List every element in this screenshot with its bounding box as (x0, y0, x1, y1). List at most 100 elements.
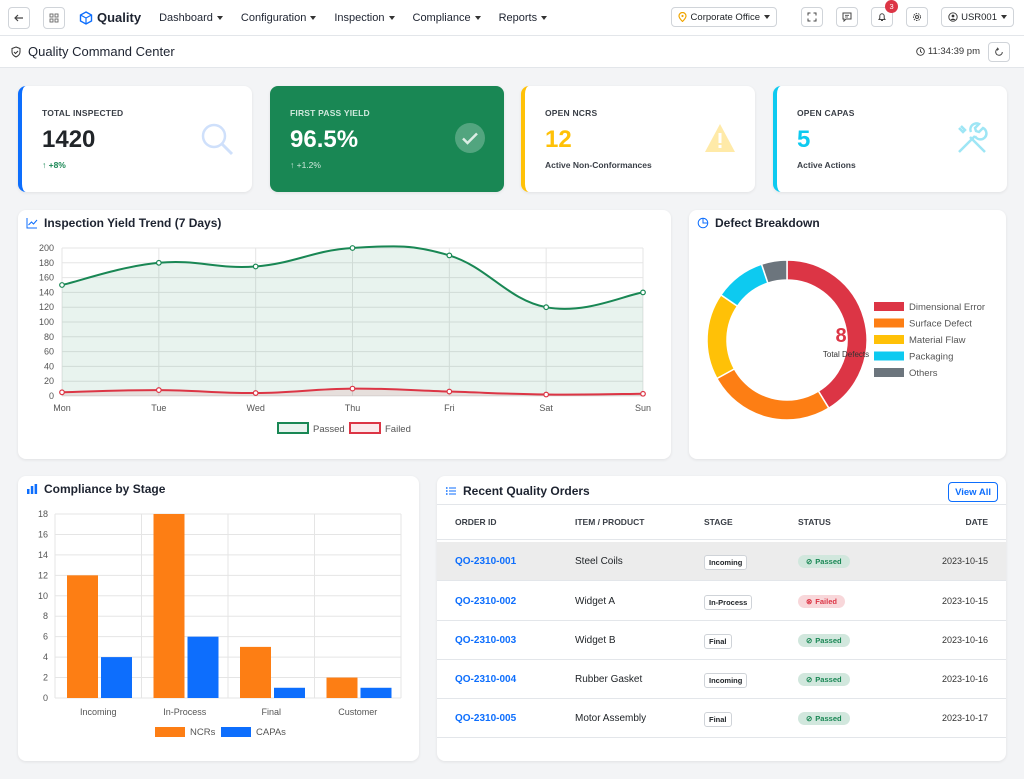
table-row[interactable]: QO-2310-001 Steel Coils Incoming ⊘ Passed… (437, 542, 1006, 581)
gear-icon (913, 13, 922, 21)
caret-down-icon (216, 15, 223, 20)
bar (274, 687, 305, 698)
right-tools: Corporate Office 3 USR001 (670, 0, 1014, 27)
column-header[interactable]: ITEM / PRODUCT (575, 517, 645, 527)
total-defects-label: Total Defects (823, 350, 869, 359)
bar-chart-icon (27, 484, 38, 494)
status-text: Passed (815, 675, 842, 684)
user-label: USR001 (961, 11, 997, 23)
nav-label: Compliance (412, 11, 471, 24)
view-all-button[interactable]: View All (948, 482, 998, 502)
y-tick-label: 180 (39, 258, 54, 268)
y-tick-label: 100 (39, 317, 54, 327)
donut-slice (719, 263, 769, 308)
total-defects-value: 8 (835, 325, 846, 347)
order-id-link[interactable]: QO-2310-005 (455, 713, 517, 724)
check-circle-icon: ⊘ (806, 557, 813, 566)
data-point (252, 390, 259, 396)
chat-icon (842, 12, 852, 22)
nav-inspection[interactable]: Inspection (334, 12, 395, 24)
settings-button[interactable] (906, 7, 929, 27)
nav-configuration[interactable]: Configuration (241, 12, 317, 24)
order-id-link[interactable]: QO-2310-003 (455, 635, 517, 646)
y-tick-label: 60 (44, 347, 54, 357)
column-header[interactable]: DATE (965, 517, 988, 527)
clock-time: 11:34:39 pm (927, 46, 980, 57)
y-tick-label: 0 (49, 391, 54, 401)
brand-name: Quality (97, 10, 142, 25)
table-row[interactable]: QO-2310-004 Rubber Gasket Incoming ⊘ Pass… (437, 660, 1006, 699)
fullscreen-button[interactable] (801, 7, 824, 27)
kpi-label: TOTAL INSPECTED (42, 108, 124, 118)
order-date: 2023-10-16 (941, 635, 988, 645)
column-header[interactable]: STAGE (704, 517, 733, 527)
messages-button[interactable] (836, 7, 859, 27)
table-row[interactable]: QO-2310-003 Widget B Final ⊘ Passed 2023-… (437, 621, 1006, 660)
stage-badge: In-Process (704, 595, 753, 610)
nav-reports[interactable]: Reports (499, 12, 548, 24)
y-tick-label: 20 (44, 376, 54, 386)
caret-down-icon (1001, 15, 1007, 19)
data-point (543, 304, 550, 311)
kpi-caption: Active Actions (797, 160, 856, 170)
x-tick-label: Mon (53, 403, 71, 413)
donut-slice (715, 367, 830, 421)
nav-label: Reports (498, 11, 538, 24)
page-title: Quality Command Center (28, 44, 175, 59)
orders-title: Recent Quality Orders (445, 484, 590, 498)
x-tick-label: Sun (635, 403, 651, 413)
clock: 11:34:39 pm (916, 46, 980, 57)
nav-compliance[interactable]: Compliance (413, 12, 481, 24)
card-title-text: Recent Quality Orders (463, 484, 590, 498)
status-badge: ⊘ Passed (798, 712, 850, 725)
legend-label: Dimensional Error (909, 302, 985, 313)
legend-swatch (155, 727, 185, 737)
legend-swatch (874, 318, 904, 328)
table-row[interactable]: QO-2310-005 Motor Assembly Final ⊘ Passed… (437, 699, 1006, 738)
legend-label: Packaging (909, 352, 953, 363)
y-tick-label: 160 (39, 273, 54, 283)
legend-label: Others (909, 368, 938, 379)
kpi-trend: ↑ +1.2% (290, 160, 321, 170)
data-point (155, 259, 162, 266)
column-header[interactable]: ORDER ID (455, 517, 497, 527)
caret-down-icon (764, 15, 771, 19)
kpi-open-capas: OPEN CAPAS 5 Active Actions (773, 86, 1007, 192)
order-id-link[interactable]: QO-2310-004 (455, 674, 517, 685)
nav-dashboard[interactable]: Dashboard (159, 12, 223, 24)
y-tick-label: 0 (43, 693, 48, 703)
kpi-value: 96.5% (290, 126, 359, 153)
donut-slice (706, 293, 739, 380)
line-chart-icon (26, 218, 38, 229)
warning-triangle-icon (705, 124, 735, 152)
order-id-link[interactable]: QO-2310-002 (455, 596, 517, 607)
table-row[interactable]: QO-2310-002 Widget A In-Process ⊗ Failed … (437, 582, 1006, 621)
status-badge: ⊘ Passed (798, 673, 850, 686)
column-header[interactable]: STATUS (798, 517, 831, 527)
legend-swatch (221, 727, 251, 737)
x-tick-label: In-Process (163, 707, 207, 717)
user-menu[interactable]: USR001 (941, 7, 1014, 27)
box-icon (79, 10, 93, 25)
kpi-total-inspected: TOTAL INSPECTED 1420 ↑ +8% (18, 86, 252, 192)
shield-check-icon (11, 45, 21, 58)
list-icon (445, 487, 456, 495)
bar (67, 575, 98, 698)
notifications-button[interactable]: 3 (871, 0, 899, 27)
yield-line-chart: 0 20 40 60 80 100 120 140 160 180 200 Mon Tue Wed Thu F… (39, 243, 651, 435)
donut-slice (786, 259, 868, 410)
location-selector[interactable]: Corporate Office (670, 7, 778, 27)
apps-grid-button[interactable] (43, 6, 65, 29)
kpi-caption: Active Non-Conformances (545, 160, 652, 170)
item-name: Widget A (575, 596, 616, 607)
order-date: 2023-10-17 (941, 713, 988, 723)
refresh-button[interactable] (988, 42, 1010, 62)
yield-trend-title: Inspection Yield Trend (7 Days) (26, 216, 221, 230)
brand[interactable]: Quality (79, 10, 141, 25)
back-button[interactable] (8, 6, 30, 29)
series-area (62, 246, 643, 396)
defect-breakdown-card: Defect Breakdown 8 Total Defects Dimension… (689, 210, 1006, 459)
data-point (349, 245, 356, 251)
order-id-link[interactable]: QO-2310-001 (455, 556, 517, 567)
stage-badge: Incoming (704, 555, 748, 570)
